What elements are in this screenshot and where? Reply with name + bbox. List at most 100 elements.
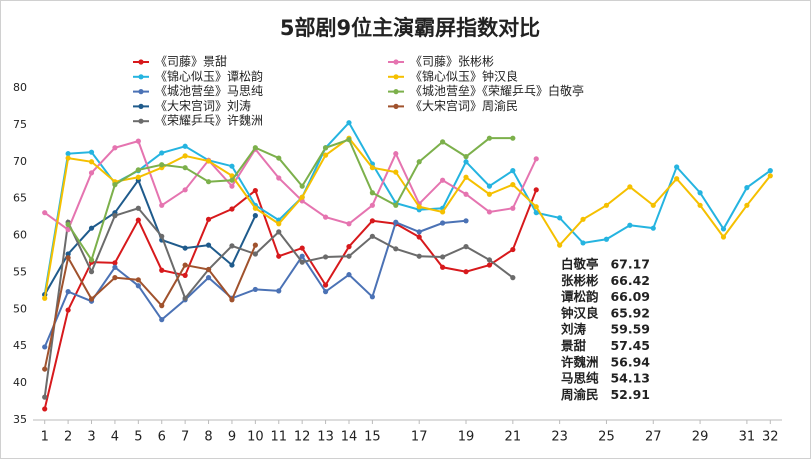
data-point (112, 264, 118, 270)
data-point (159, 317, 165, 323)
data-point (299, 259, 305, 265)
data-point (346, 253, 352, 259)
data-point (229, 163, 235, 169)
x-tick-label: 11 (270, 430, 287, 445)
data-point (135, 217, 141, 223)
annotation-value: 67.17 (610, 257, 650, 272)
legend-label: 《城池营垒》马思纯 (155, 84, 263, 98)
data-point (744, 202, 750, 208)
x-tick-label: 31 (739, 430, 756, 445)
data-point (112, 145, 118, 151)
data-point (205, 275, 212, 281)
data-point (229, 183, 235, 189)
data-point (322, 289, 329, 295)
data-point (42, 344, 48, 350)
data-point (533, 204, 539, 210)
x-tick-label: 2 (64, 430, 72, 445)
data-point (276, 253, 282, 259)
data-point (135, 283, 141, 289)
data-point (440, 264, 446, 270)
data-point (182, 187, 188, 193)
annotation-label: 许魏洲 (561, 354, 599, 369)
data-point (557, 215, 563, 221)
data-point (533, 156, 539, 162)
x-tick-label: 17 (411, 430, 428, 445)
data-point (65, 227, 71, 233)
data-point (720, 226, 727, 232)
legend-dot (393, 103, 399, 109)
data-point (322, 152, 329, 158)
data-point (767, 168, 773, 174)
data-point (440, 209, 446, 215)
data-point (557, 242, 563, 248)
data-point (112, 213, 118, 219)
x-tick-label: 8 (204, 430, 212, 445)
data-point (205, 216, 212, 222)
data-point (42, 366, 48, 372)
annotation-label: 钟汉良 (561, 305, 599, 320)
data-point (88, 225, 95, 231)
data-point (159, 267, 165, 273)
data-point (135, 167, 141, 173)
data-point (533, 210, 539, 216)
data-point (182, 143, 188, 149)
data-point (135, 205, 141, 211)
data-point (276, 155, 282, 161)
annotation-label: 马思纯 (561, 371, 599, 386)
data-point (416, 253, 422, 259)
data-point (510, 135, 516, 141)
data-point (346, 272, 352, 278)
x-tick-label: 5 (134, 430, 142, 445)
data-point (88, 159, 95, 165)
x-tick-label: 1 (41, 430, 49, 445)
legend-dot (138, 118, 144, 124)
x-tick-label: 21 (505, 430, 522, 445)
legend-dot (393, 89, 399, 95)
data-point (112, 275, 118, 281)
annotation-value: 65.92 (610, 305, 650, 320)
legend-label: 《锦心似玉》钟汉良 (410, 68, 518, 83)
data-point (463, 218, 469, 224)
data-point (346, 137, 352, 143)
data-point (369, 218, 375, 224)
data-point (463, 174, 469, 180)
data-point (159, 150, 165, 156)
y-tick-label: 60 (13, 229, 27, 242)
data-point (159, 162, 165, 168)
data-point (674, 176, 680, 182)
x-tick-label: 27 (645, 430, 662, 445)
data-point (322, 254, 329, 260)
data-point (135, 277, 141, 283)
data-point (229, 206, 235, 212)
data-point (580, 216, 586, 222)
data-point (346, 221, 352, 227)
annotation-value: 52.91 (610, 387, 650, 402)
data-point (205, 266, 212, 273)
series-line (43, 120, 771, 295)
series-line (67, 137, 513, 263)
data-point (440, 177, 446, 183)
x-tick-label: 4 (111, 430, 119, 445)
x-tick-label: 25 (598, 430, 615, 445)
data-point (416, 159, 422, 165)
data-point (393, 169, 399, 175)
data-point (650, 202, 656, 208)
y-tick-label: 75 (13, 118, 27, 131)
data-point (369, 202, 375, 208)
annotation-value: 54.13 (610, 371, 650, 386)
y-tick-label: 45 (13, 339, 27, 352)
data-point (299, 194, 305, 200)
data-point (252, 187, 258, 194)
y-tick-label: 40 (13, 376, 27, 389)
x-tick-label: 23 (551, 430, 568, 445)
x-tick-label: 19 (458, 430, 475, 445)
y-tick-label: 55 (13, 265, 27, 278)
x-tick-label: 14 (341, 430, 358, 445)
series-line (44, 139, 538, 232)
data-point (486, 209, 493, 215)
data-point (744, 185, 750, 191)
data-point (135, 174, 141, 180)
legend-label: 《大宋宫词》刘涛 (155, 98, 251, 113)
data-point (276, 229, 282, 235)
